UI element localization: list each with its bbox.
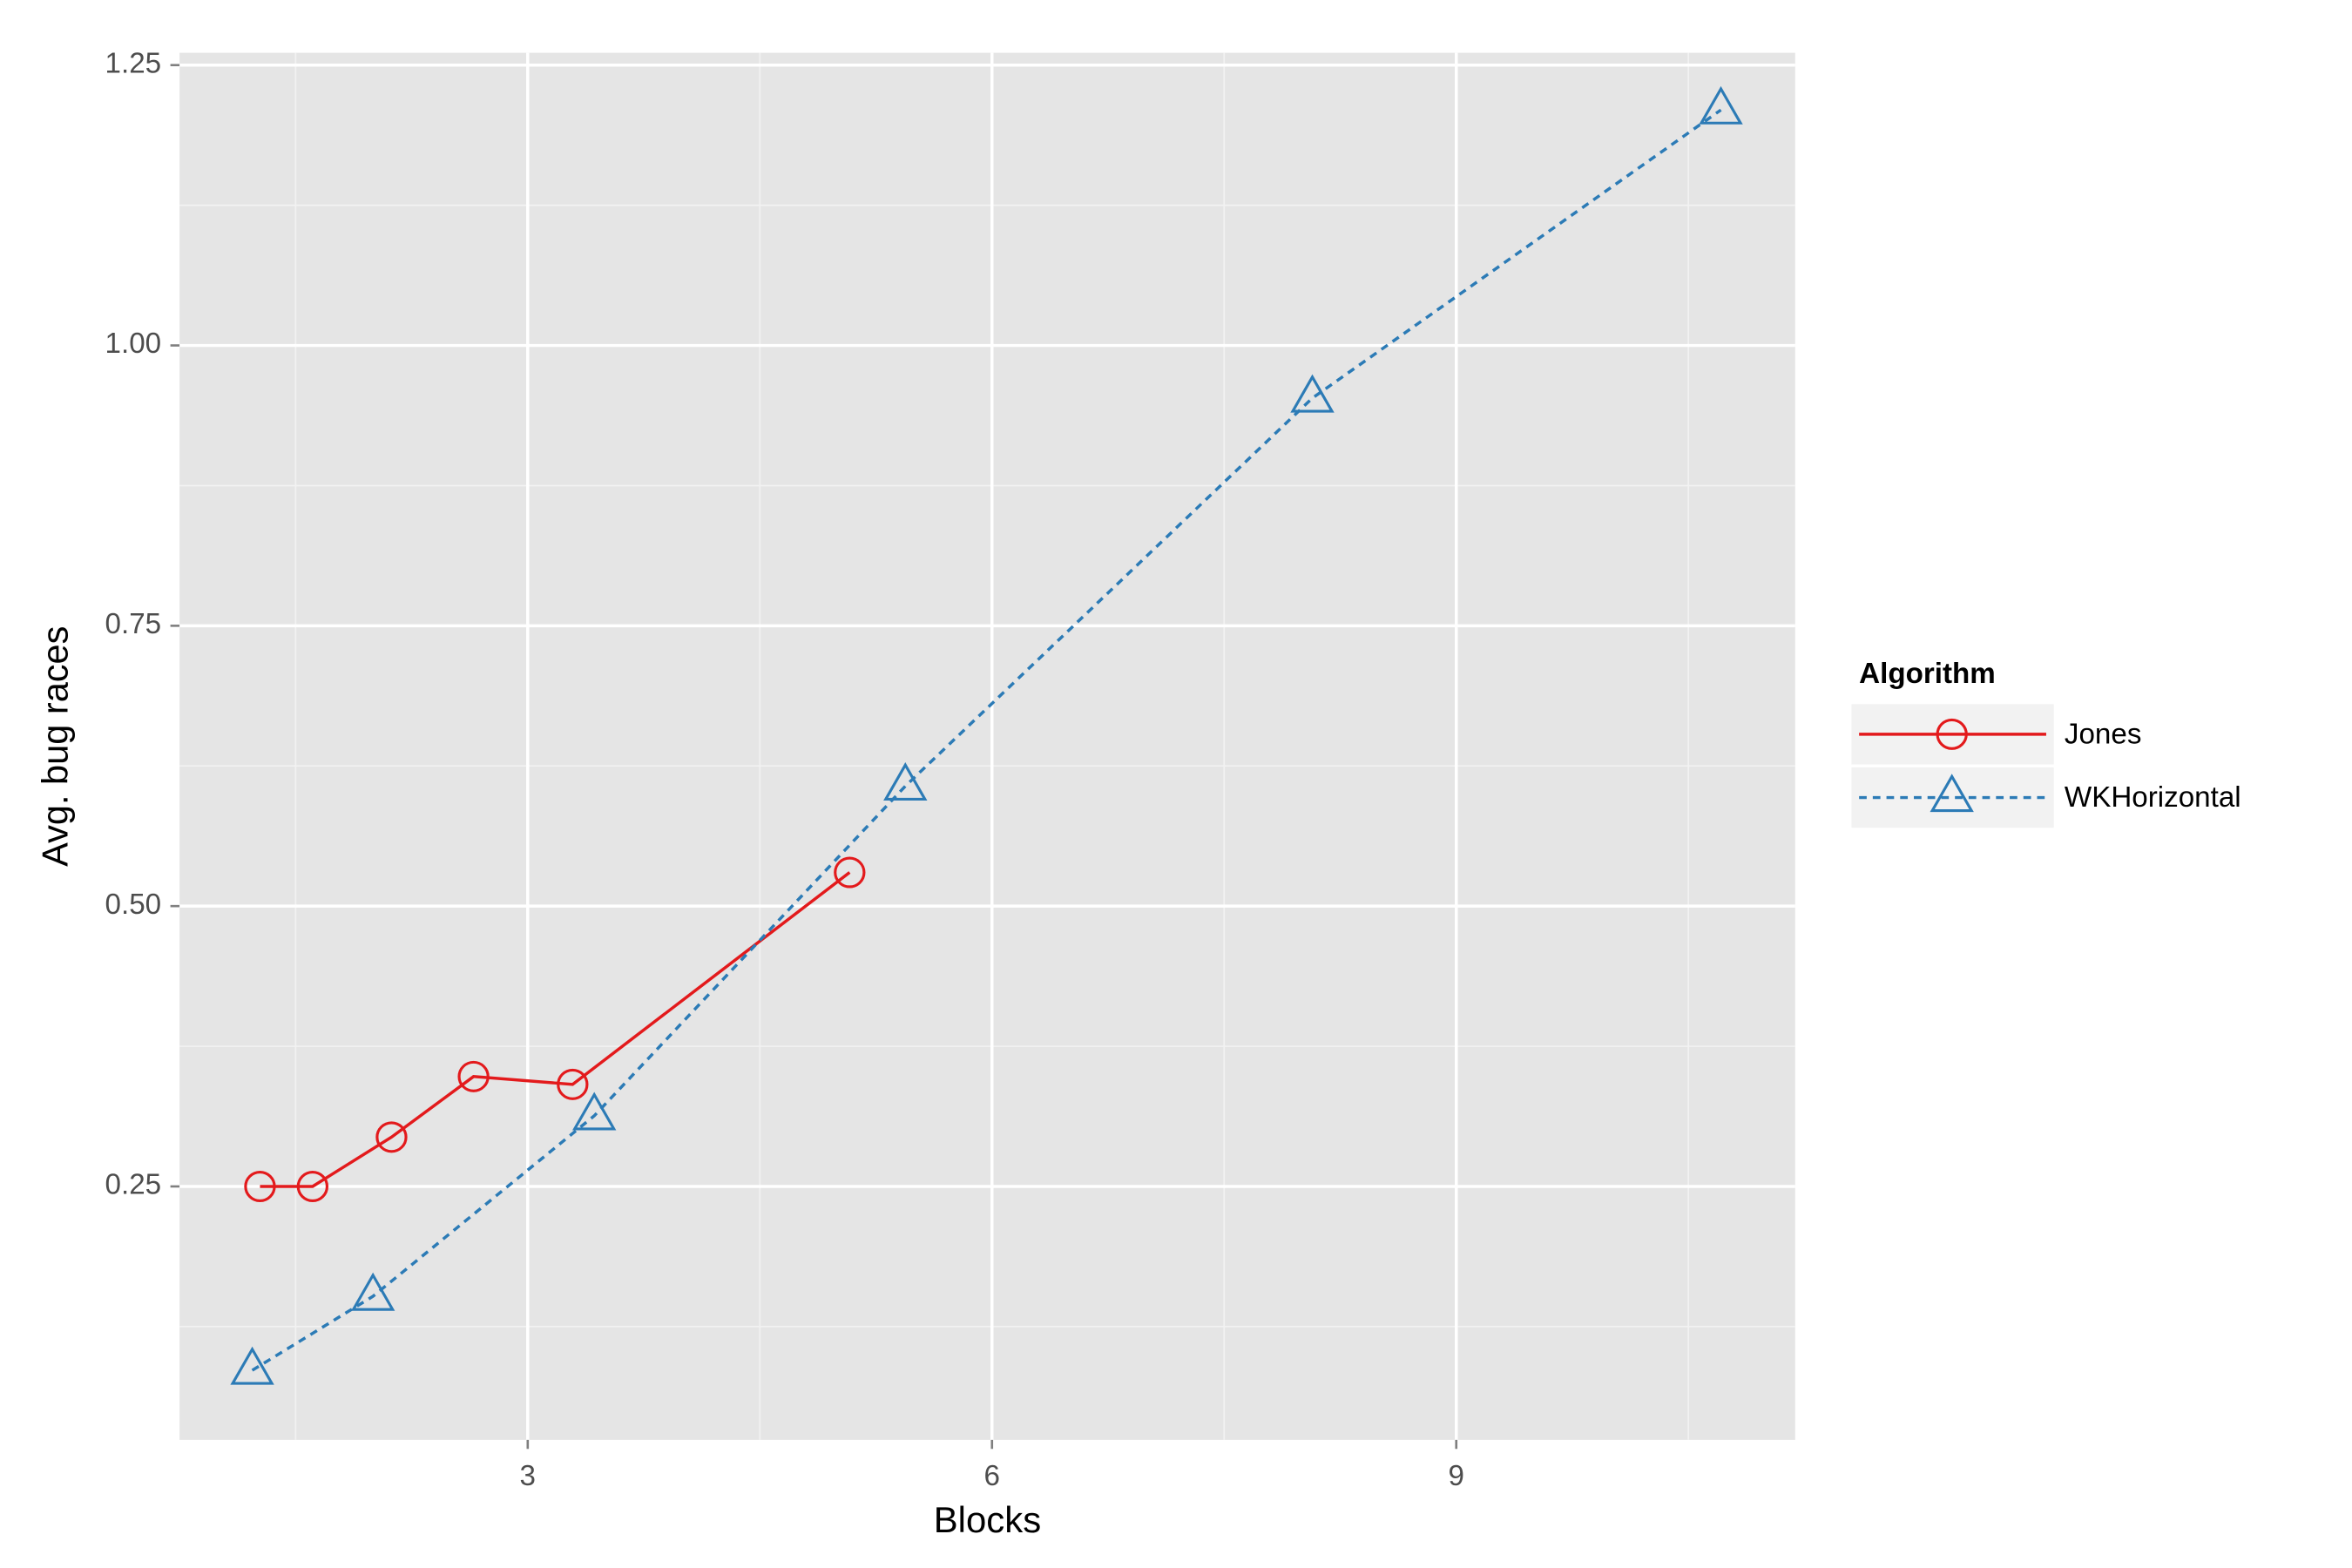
x-tick-label: 3 [520,1459,536,1491]
point-marker [296,1170,329,1202]
point-marker [834,856,866,889]
point-marker [1699,85,1743,125]
plot-panel [179,52,1795,1440]
point-marker [457,1060,490,1092]
point-marker [557,1068,589,1100]
point-marker [244,1170,276,1202]
x-axis-title: Blocks [934,1499,1041,1540]
x-tick-label: 6 [984,1459,1000,1491]
point-marker [572,1092,617,1131]
point-marker [1936,718,1968,750]
y-tick-label: 0.25 [105,1168,162,1200]
legend-label: Jones [2065,717,2142,749]
y-tick-label: 0.50 [105,888,162,920]
point-marker [1290,374,1335,413]
series-line [260,871,851,1188]
point-marker [230,1346,274,1385]
x-tick-label: 9 [1449,1459,1464,1491]
point-marker [1930,774,1974,813]
point-marker [350,1272,395,1311]
point-marker [375,1121,408,1153]
y-tick-label: 0.75 [105,607,162,639]
y-axis-title: Avg. bug races [34,626,75,867]
legend-title: Algorithm [1859,657,1996,689]
y-tick-label: 1.00 [105,327,162,359]
y-tick-label: 1.25 [105,47,162,79]
point-marker [883,762,928,801]
legend-label: WKHorizontal [2065,781,2241,813]
